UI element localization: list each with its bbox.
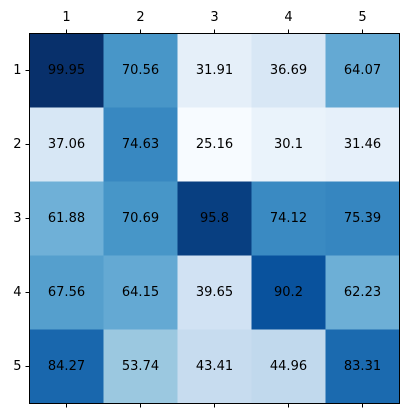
heatmap-cell-r4-c3 — [177, 255, 252, 330]
heatmap-cell-r1-c1 — [29, 33, 104, 108]
x-axis-ticks: 1 2 3 4 5 — [62, 10, 367, 408]
cell-value-label: 62.23 — [344, 285, 381, 300]
cell-value-label: 95.8 — [200, 211, 229, 226]
cell-value-label: 70.56 — [122, 63, 159, 78]
cell-value-label: 31.46 — [344, 137, 381, 152]
heatmap-cell-r1-c2 — [103, 33, 178, 108]
heatmap-cell-r5-c4 — [251, 329, 326, 404]
cell-value-label: 75.39 — [344, 211, 381, 226]
cell-value-label: 37.06 — [48, 137, 85, 152]
x-tick-label: 1 — [62, 10, 70, 25]
cell-value-label: 74.63 — [122, 137, 159, 152]
heatmap-cell-r2-c1 — [29, 107, 104, 182]
x-tick-label: 3 — [210, 10, 218, 25]
heatmap-cell-r1-c5 — [325, 33, 400, 108]
y-tick-label: 3 — [13, 211, 21, 226]
cell-value-label: 67.56 — [48, 285, 85, 300]
cell-value-label: 84.27 — [48, 359, 85, 374]
heatmap-cell-r5-c2 — [103, 329, 178, 404]
heatmap-cell-r3-c4 — [251, 181, 326, 256]
cell-value-label: 99.95 — [48, 63, 85, 78]
heatmap-cell-r5-c1 — [29, 329, 104, 404]
y-axis-ticks: 1 2 3 4 5 — [13, 63, 30, 374]
heatmap-cell-r3-c5 — [325, 181, 400, 256]
cell-value-label: 44.96 — [270, 359, 307, 374]
cell-value-label: 30.1 — [274, 137, 303, 152]
cell-value-label: 39.65 — [196, 285, 233, 300]
cell-value-label: 64.15 — [122, 285, 159, 300]
x-tick-label: 4 — [284, 10, 292, 25]
cell-value-label: 53.74 — [122, 359, 159, 374]
x-tick-label: 5 — [358, 10, 366, 25]
cell-value-label: 36.69 — [270, 63, 307, 78]
heatmap-cell-r4-c4 — [251, 255, 326, 330]
cell-value-label: 43.41 — [196, 359, 233, 374]
heatmap-cell-r5-c5 — [325, 329, 400, 404]
heatmap-cell-r3-c1 — [29, 181, 104, 256]
heatmap-cells — [29, 33, 400, 404]
y-tick-label: 1 — [13, 63, 21, 78]
heatmap-cell-r2-c5 — [325, 107, 400, 182]
heatmap-cell-r1-c3 — [177, 33, 252, 108]
heatmap-cell-r4-c1 — [29, 255, 104, 330]
heatmap-cell-r5-c3 — [177, 329, 252, 404]
y-tick-label: 2 — [13, 137, 21, 152]
cell-value-label: 61.88 — [48, 211, 85, 226]
y-tick-label: 4 — [13, 285, 21, 300]
x-tick-label: 2 — [136, 10, 144, 25]
heatmap-cell-r3-c3 — [177, 181, 252, 256]
cell-value-label: 70.69 — [122, 211, 159, 226]
heatmap-cell-r2-c3 — [177, 107, 252, 182]
heatmap-cell-r2-c2 — [103, 107, 178, 182]
y-tick-label: 5 — [13, 359, 21, 374]
cell-value-label: 31.91 — [196, 63, 233, 78]
cell-value-label: 25.16 — [196, 137, 233, 152]
cell-value-label: 90.2 — [274, 285, 303, 300]
cell-value-label: 74.12 — [270, 211, 307, 226]
heatmap-cell-r4-c2 — [103, 255, 178, 330]
heatmap-cell-r3-c2 — [103, 181, 178, 256]
heatmap-cell-r1-c4 — [251, 33, 326, 108]
cell-value-label: 64.07 — [344, 63, 381, 78]
heatmap-cell-r2-c4 — [251, 107, 326, 182]
cell-value-label: 83.31 — [344, 359, 381, 374]
heatmap-cell-r4-c5 — [325, 255, 400, 330]
heatmap-cell-labels: 99.95 70.56 31.91 36.69 64.07 37.06 74.63 25.16… — [48, 63, 381, 374]
